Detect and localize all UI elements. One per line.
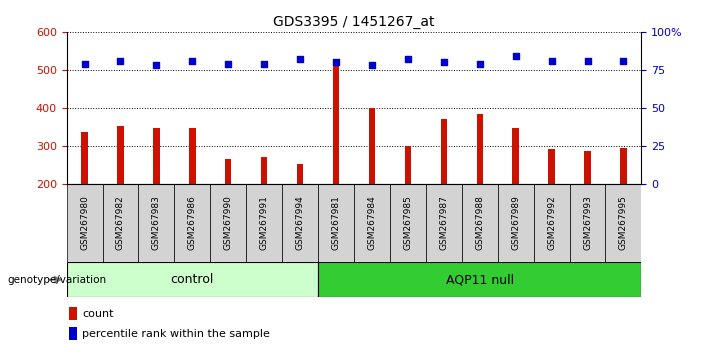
Bar xyxy=(462,184,498,262)
Bar xyxy=(225,159,231,260)
Bar xyxy=(620,148,627,260)
Text: percentile rank within the sample: percentile rank within the sample xyxy=(83,329,271,338)
Bar xyxy=(498,184,533,262)
Bar xyxy=(67,184,102,262)
Bar xyxy=(318,262,641,297)
Bar xyxy=(154,128,160,260)
Text: GSM267984: GSM267984 xyxy=(367,196,376,250)
Text: GSM267994: GSM267994 xyxy=(296,196,305,250)
Text: GSM267990: GSM267990 xyxy=(224,195,233,251)
Text: GSM267989: GSM267989 xyxy=(511,195,520,251)
Bar xyxy=(189,128,196,260)
Bar xyxy=(283,184,318,262)
Bar xyxy=(354,184,390,262)
Point xyxy=(510,53,522,59)
Point xyxy=(79,61,90,67)
Bar xyxy=(138,184,175,262)
Bar xyxy=(318,184,354,262)
Point xyxy=(330,59,341,65)
Bar xyxy=(81,132,88,260)
Bar xyxy=(426,184,462,262)
Bar xyxy=(585,150,591,260)
Bar xyxy=(67,262,318,297)
Point xyxy=(186,58,198,64)
Title: GDS3395 / 1451267_at: GDS3395 / 1451267_at xyxy=(273,16,435,29)
Bar xyxy=(297,164,304,260)
Bar xyxy=(548,149,554,260)
Bar xyxy=(477,114,483,260)
Bar xyxy=(102,184,139,262)
Text: GSM267988: GSM267988 xyxy=(475,195,484,251)
Text: genotype/variation: genotype/variation xyxy=(7,275,106,285)
Point xyxy=(474,61,485,67)
Point xyxy=(115,58,126,64)
Text: count: count xyxy=(83,309,114,319)
Point xyxy=(618,58,629,64)
Point xyxy=(402,56,414,62)
Point xyxy=(582,58,593,64)
Point xyxy=(367,63,378,68)
Bar xyxy=(333,66,339,260)
Bar xyxy=(390,184,426,262)
Text: GSM267991: GSM267991 xyxy=(259,195,268,251)
Text: GSM267987: GSM267987 xyxy=(440,195,449,251)
Bar xyxy=(512,128,519,260)
Text: GSM267993: GSM267993 xyxy=(583,195,592,251)
Bar xyxy=(69,307,76,320)
Bar xyxy=(606,184,641,262)
Bar xyxy=(69,327,76,340)
Text: GSM267995: GSM267995 xyxy=(619,195,628,251)
Text: GSM267985: GSM267985 xyxy=(403,195,412,251)
Bar xyxy=(533,184,569,262)
Bar xyxy=(210,184,246,262)
Text: GSM267981: GSM267981 xyxy=(332,195,341,251)
Text: control: control xyxy=(170,273,214,286)
Text: GSM267982: GSM267982 xyxy=(116,196,125,250)
Bar xyxy=(117,126,123,260)
Bar xyxy=(246,184,282,262)
Point xyxy=(151,63,162,68)
Text: GSM267980: GSM267980 xyxy=(80,195,89,251)
Text: GSM267992: GSM267992 xyxy=(547,196,556,250)
Bar xyxy=(175,184,210,262)
Bar xyxy=(441,119,447,260)
Point xyxy=(294,56,306,62)
Bar xyxy=(261,158,267,260)
Text: AQP11 null: AQP11 null xyxy=(446,273,514,286)
Text: GSM267983: GSM267983 xyxy=(152,195,161,251)
Point xyxy=(438,59,449,65)
Point xyxy=(546,58,557,64)
Point xyxy=(259,61,270,67)
Point xyxy=(223,61,234,67)
Bar xyxy=(404,146,411,260)
Bar xyxy=(369,108,375,260)
Bar xyxy=(569,184,606,262)
Text: GSM267986: GSM267986 xyxy=(188,195,197,251)
